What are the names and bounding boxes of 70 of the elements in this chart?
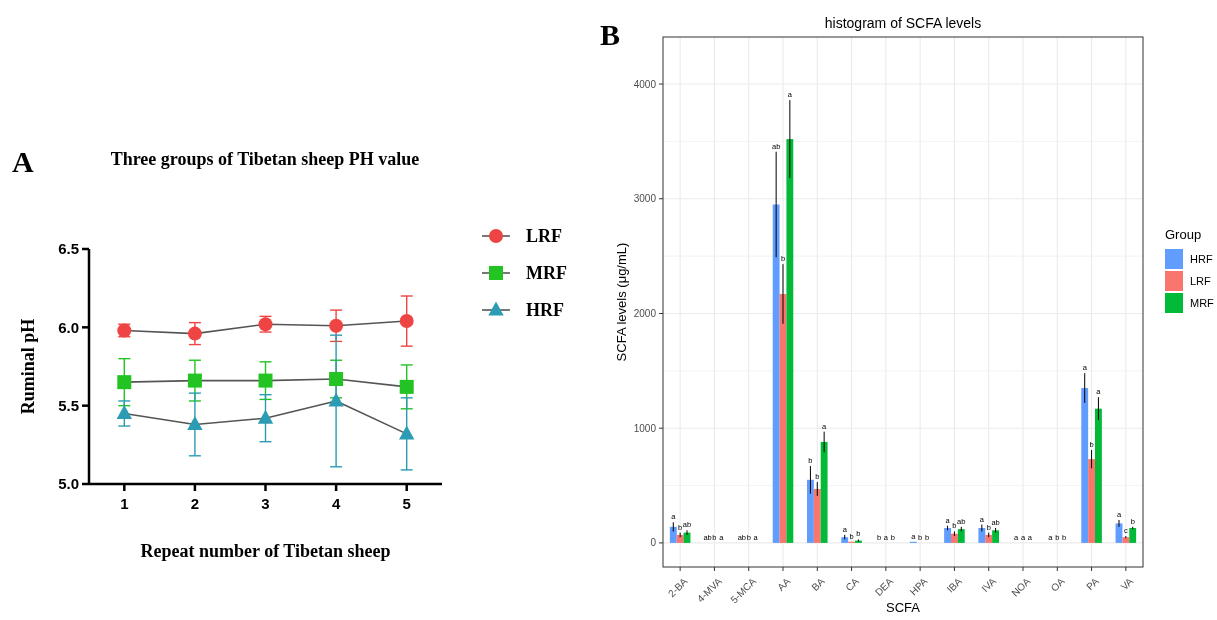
- y-tick-label: 3000: [633, 193, 657, 205]
- point: [258, 373, 273, 388]
- point: [328, 392, 344, 407]
- legend-label: LRF: [526, 226, 562, 247]
- text: B: [600, 18, 621, 51]
- bar: [944, 528, 951, 543]
- x-tick-label: 2: [190, 495, 200, 512]
- legend-label: HRF: [526, 300, 564, 321]
- point: [187, 373, 202, 388]
- point: [399, 314, 414, 329]
- bar: [1095, 408, 1102, 543]
- bar: [951, 533, 958, 543]
- x-tick-label: VA: [1118, 575, 1136, 593]
- point: [187, 326, 202, 341]
- point: [187, 416, 203, 431]
- bar: [669, 526, 677, 543]
- x-tick-label: CA: [843, 575, 862, 594]
- x-axis-title: Repeat number of Tibetan sheep: [140, 541, 391, 561]
- x-axis-title: SCFA: [886, 600, 921, 615]
- x-tick-label: IVA: [979, 575, 999, 595]
- text: A: [12, 145, 34, 178]
- y-tick-label: 0: [650, 537, 657, 549]
- legend-label: HRF: [1190, 252, 1213, 265]
- bar: [772, 204, 780, 543]
- x-tick-label: BA: [809, 575, 827, 593]
- bar: [1129, 528, 1137, 543]
- point: [399, 379, 414, 394]
- bar: [978, 528, 986, 543]
- y-tick-label: 5.5: [58, 396, 79, 414]
- point: [257, 409, 274, 424]
- chart-title: histogram of SCFA levels: [824, 15, 982, 31]
- legend-label: MRF: [1190, 296, 1215, 309]
- x-tick-label: HPA: [907, 575, 930, 598]
- y-tick-label: 6.0: [58, 318, 79, 336]
- y-axis-title: SCFA levels (μg/mL): [614, 242, 629, 362]
- x-tick-label: AA: [775, 575, 793, 593]
- x-tick-label: DEA: [872, 575, 896, 598]
- bar: [813, 488, 821, 543]
- x-tick-label: IBA: [944, 575, 965, 595]
- legend-label: LRF: [1190, 274, 1212, 287]
- x-tick-label: 4: [331, 495, 341, 512]
- y-tick-label: 6.5: [58, 240, 79, 258]
- y-axis-title: Ruminal pH: [18, 318, 38, 415]
- point: [329, 318, 344, 333]
- bar: [1081, 388, 1089, 543]
- x-tick-label: 1: [120, 495, 129, 512]
- bar: [957, 529, 965, 543]
- x-tick-label: OA: [1048, 575, 1067, 594]
- bar: [676, 534, 684, 543]
- y-tick-label: 2000: [633, 307, 657, 319]
- legend-title: Group: [1165, 227, 1202, 242]
- legend-label: MRF: [526, 263, 567, 284]
- x-tick-label: PA: [1084, 575, 1102, 593]
- bar: [786, 139, 794, 543]
- bar: [985, 534, 993, 543]
- point: [329, 372, 344, 387]
- bar: [1088, 459, 1095, 543]
- y-tick-label: 5.0: [58, 475, 79, 493]
- x-tick-label: 3: [261, 495, 270, 512]
- bar: [992, 530, 999, 543]
- point: [117, 375, 132, 390]
- chart-title: Three groups of Tibetan sheep PH value: [110, 149, 420, 169]
- x-tick-label: 5: [402, 495, 411, 512]
- bar: [807, 479, 814, 543]
- point: [116, 405, 132, 420]
- y-tick-label: 1000: [633, 422, 657, 434]
- bar: [820, 441, 828, 543]
- point: [399, 425, 415, 440]
- y-tick-label: 4000: [633, 78, 657, 90]
- bar: [1122, 537, 1130, 543]
